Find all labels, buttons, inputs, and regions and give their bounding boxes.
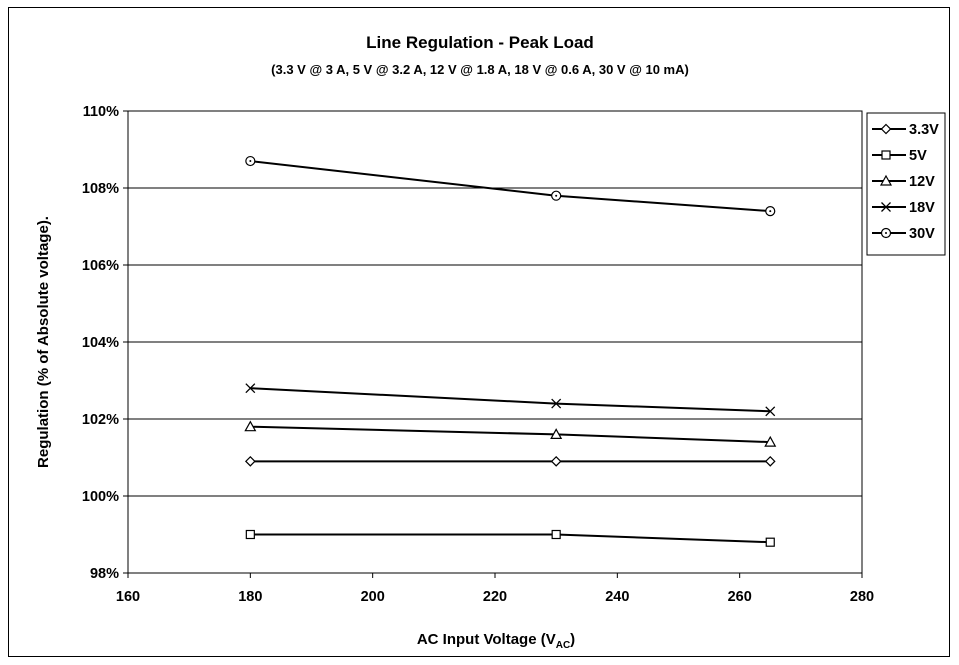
data-point xyxy=(550,456,562,467)
y-tick-label: 104% xyxy=(82,335,119,351)
gridlines xyxy=(128,187,862,497)
series-30V xyxy=(245,155,776,217)
series-line xyxy=(250,160,771,213)
data-point xyxy=(765,537,775,547)
y-axis-label: Regulation (% of Absolute voltage). xyxy=(35,216,52,468)
data-point xyxy=(244,420,257,432)
chart-title: Line Regulation - Peak Load xyxy=(366,33,594,52)
y-tick-label: 102% xyxy=(82,412,119,428)
y-tick-label: 110% xyxy=(83,104,119,120)
data-point xyxy=(764,435,777,447)
x-tick-label: 200 xyxy=(361,589,385,605)
legend-box xyxy=(866,112,946,256)
y-tick-label: 108% xyxy=(82,181,119,197)
data-point xyxy=(765,406,776,417)
legend-item-12V: 12V xyxy=(872,174,935,190)
x-tick-label: 240 xyxy=(605,589,629,605)
data-point xyxy=(551,529,561,540)
x-tick-label: 260 xyxy=(728,589,752,605)
chart-subtitle: (3.3 V @ 3 A, 5 V @ 3.2 A, 12 V @ 1.8 A,… xyxy=(271,62,689,77)
y-tick-label: 98% xyxy=(90,566,119,582)
chart-frame xyxy=(8,7,950,657)
legend-marker xyxy=(879,174,893,186)
x-tick-label: 220 xyxy=(483,589,507,605)
data-point xyxy=(764,456,776,467)
legend-item-3.3V: 3.3V xyxy=(872,122,939,138)
legend-label: 30V xyxy=(909,226,935,242)
legend-label: 5V xyxy=(909,148,927,164)
series-5V xyxy=(245,529,775,547)
x-tick-label: 160 xyxy=(116,589,140,605)
x-tick-label: 180 xyxy=(238,589,262,605)
legend-marker xyxy=(880,123,892,135)
legend-item-30V: 30V xyxy=(872,226,935,242)
data-point xyxy=(550,428,563,439)
legend-item-5V: 5V xyxy=(872,148,927,164)
legend-label: 3.3V xyxy=(909,122,939,138)
legend-marker xyxy=(881,150,891,160)
x-axis: 160 180 200 220 240 260 280 xyxy=(116,573,874,605)
series-group xyxy=(244,155,777,547)
data-point xyxy=(551,398,562,409)
legend-marker xyxy=(881,202,891,212)
legend: 3.3V 5V 12V 18V 30V xyxy=(872,122,939,242)
legend-item-18V: 18V xyxy=(872,200,935,216)
y-axis: 98% 100% 102% 104% 106% 108% 110% xyxy=(82,104,128,582)
x-axis-label: AC Input Voltage (VAC) xyxy=(417,631,575,651)
legend-label: 18V xyxy=(909,200,935,216)
series-line xyxy=(250,387,771,413)
series-line xyxy=(250,533,771,544)
data-point xyxy=(244,456,256,467)
series-18V xyxy=(245,383,776,417)
series-3.3V xyxy=(244,456,776,467)
data-point xyxy=(245,383,256,394)
y-tick-label: 106% xyxy=(82,258,119,274)
series-12V xyxy=(244,420,777,447)
legend-label: 12V xyxy=(909,174,935,190)
data-point xyxy=(245,529,255,540)
x-tick-label: 280 xyxy=(850,589,874,605)
y-tick-label: 100% xyxy=(82,489,119,505)
series-line xyxy=(250,425,771,444)
